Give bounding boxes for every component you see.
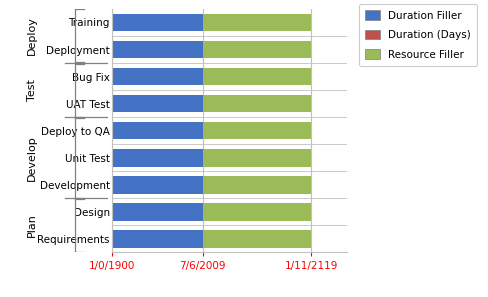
Text: Deploy: Deploy (27, 17, 37, 56)
Bar (203, 176, 310, 194)
Text: Plan: Plan (27, 214, 37, 237)
Bar (203, 14, 310, 31)
Text: Develop: Develop (27, 135, 37, 181)
Bar (203, 203, 310, 221)
Bar (112, 68, 203, 85)
Bar (203, 149, 310, 167)
Bar (112, 203, 203, 221)
Bar (203, 41, 310, 58)
Bar (203, 95, 310, 113)
Bar (112, 14, 203, 31)
Bar (203, 230, 310, 248)
Bar (112, 230, 203, 248)
Bar (112, 149, 203, 167)
Text: Test: Test (27, 79, 37, 101)
Legend: Duration Filler, Duration (Days), Resource Filler: Duration Filler, Duration (Days), Resour… (358, 4, 476, 66)
Bar (112, 95, 203, 113)
Bar (112, 41, 203, 58)
Bar (203, 68, 310, 85)
Bar (112, 176, 203, 194)
Bar (112, 122, 203, 140)
Bar (203, 122, 310, 140)
